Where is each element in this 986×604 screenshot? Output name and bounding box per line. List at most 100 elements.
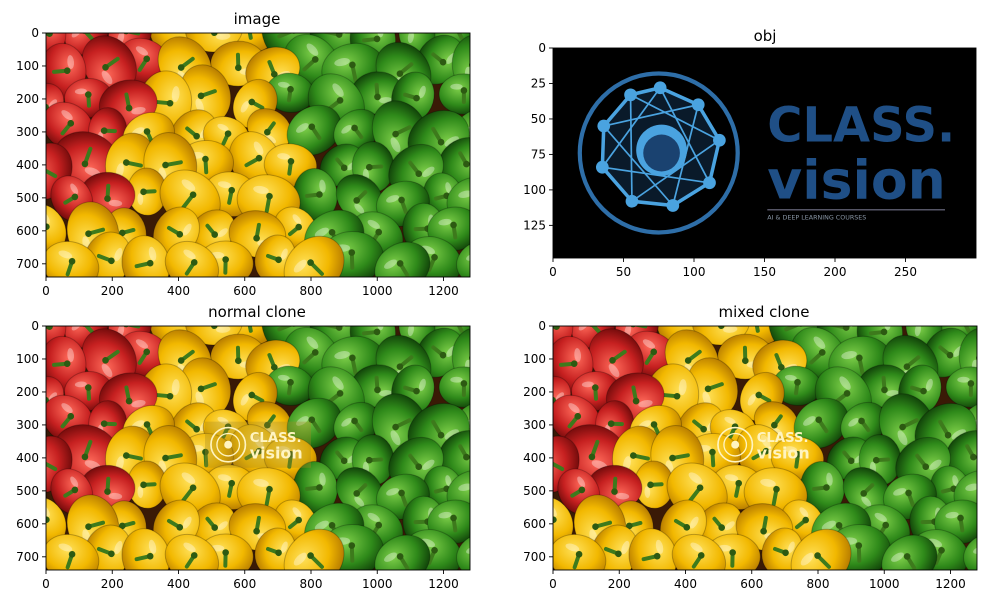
- pepper-stem-cap: [474, 126, 483, 135]
- pepper-stem-cap: [858, 417, 865, 425]
- pepper-highlight: [277, 153, 291, 160]
- pepper-stem-cap: [647, 481, 654, 489]
- pepper-stem: [958, 517, 965, 533]
- pepper-stem-cap: [266, 485, 273, 493]
- pepper-highlight: [367, 512, 380, 522]
- pepper-highlight: [306, 43, 319, 56]
- pepper-highlight: [181, 472, 196, 484]
- pepper-stem: [161, 318, 177, 323]
- pepper-highlight: [760, 434, 771, 448]
- pepper-highlight: [182, 516, 192, 529]
- pepper-stem-cap: [351, 124, 358, 132]
- logo-net-node: [596, 160, 609, 174]
- pepper-stem-cap: [684, 357, 692, 364]
- pepper-stem-cap: [903, 363, 911, 370]
- pepper-highlight: [176, 11, 184, 26]
- pepper-highlight: [341, 418, 352, 427]
- pepper: [963, 532, 977, 570]
- x-tick-label: 0: [549, 265, 557, 279]
- pepper-stem-cap: [287, 451, 295, 458]
- pepper-stem-cap: [460, 380, 468, 387]
- pepper-stem: [427, 550, 436, 566]
- pepper-highlight: [442, 316, 455, 326]
- pepper-highlight: [813, 336, 826, 349]
- image-content: [46, 11, 488, 277]
- pepper: [127, 460, 168, 509]
- pepper-stem-cap: [123, 159, 130, 166]
- pepper-stem: [124, 92, 131, 109]
- pepper-highlight: [171, 379, 180, 396]
- pepper-highlight: [925, 378, 933, 392]
- pepper-stem: [369, 164, 384, 170]
- pepper-highlight: [407, 326, 414, 337]
- pepper-highlight: [608, 363, 620, 378]
- pepper-stem-cap: [882, 521, 890, 529]
- axes-frame: [45, 325, 471, 571]
- pepper-stem: [323, 33, 340, 37]
- logo-net-link: [603, 125, 674, 207]
- pepper-stem-cap: [856, 354, 863, 362]
- pepper-stem: [200, 382, 217, 391]
- pepper-stem: [134, 554, 151, 562]
- pepper-highlight: [800, 552, 814, 566]
- pepper-stem-cap: [814, 552, 821, 559]
- pepper-highlight: [973, 546, 977, 554]
- pepper: [265, 72, 315, 114]
- pepper-stem: [458, 151, 468, 165]
- pepper-highlight: [723, 326, 738, 333]
- normal-clone-content: CLASS.vision: [46, 316, 470, 570]
- pepper-stem-cap: [452, 316, 461, 325]
- pepper-stem-cap: [353, 490, 361, 497]
- x-tick-label: 0: [549, 577, 557, 591]
- pepper-stem: [593, 387, 598, 401]
- y-tick-label: 300: [16, 418, 39, 432]
- pepper-stem: [794, 454, 800, 469]
- pepper-stem: [771, 489, 779, 507]
- x-tick-label: 1200: [935, 577, 966, 591]
- pepper-stem-cap: [81, 453, 89, 461]
- pepper-highlight: [450, 376, 463, 383]
- pepper-stem-cap: [607, 420, 615, 427]
- pepper-stem: [143, 482, 157, 487]
- pepper-stem-cap: [295, 223, 303, 231]
- pepper: [374, 241, 431, 277]
- pepper-stem-cap: [46, 326, 53, 330]
- pepper-stem-cap: [118, 522, 126, 530]
- pepper-stem-cap: [71, 193, 79, 201]
- pepper-stem-cap: [574, 413, 582, 420]
- pepper: [793, 397, 849, 449]
- pepper-stem: [86, 94, 91, 108]
- pepper-stem-cap: [373, 328, 381, 336]
- pepper: [945, 366, 977, 408]
- pepper-highlight: [354, 496, 365, 507]
- pepper-stem-cap: [374, 386, 381, 394]
- pepper-stem: [476, 130, 488, 147]
- pepper-stem: [165, 160, 183, 167]
- pepper-stem: [105, 476, 111, 492]
- pepper-highlight: [466, 253, 470, 261]
- pepper-stem-cap: [794, 378, 801, 386]
- y-tick-label: 300: [523, 418, 546, 432]
- pepper-stem: [413, 226, 428, 232]
- x-tick-label: 150: [753, 265, 776, 279]
- pepper-stem-cap: [398, 489, 405, 497]
- pepper-highlight: [61, 403, 73, 414]
- pepper-stem-cap: [899, 423, 906, 431]
- pepper: [179, 64, 232, 125]
- pepper-stem: [203, 452, 209, 468]
- pepper-stem: [184, 262, 196, 276]
- pepper-stem-cap: [173, 316, 180, 323]
- pepper-stem: [323, 326, 340, 330]
- pepper-stem: [235, 52, 241, 68]
- pepper-highlight: [688, 472, 703, 484]
- pepper-stem-cap: [295, 516, 303, 524]
- pepper-stem-cap: [68, 550, 76, 558]
- pepper-stem-cap: [211, 524, 219, 531]
- pepper-stem-cap: [162, 454, 169, 462]
- pepper-stem-cap: [375, 228, 383, 236]
- pepper-highlight: [848, 418, 859, 427]
- pepper-highlight: [101, 70, 113, 85]
- pepper-stem-cap: [162, 161, 169, 169]
- pepper-stem-cap: [197, 385, 205, 393]
